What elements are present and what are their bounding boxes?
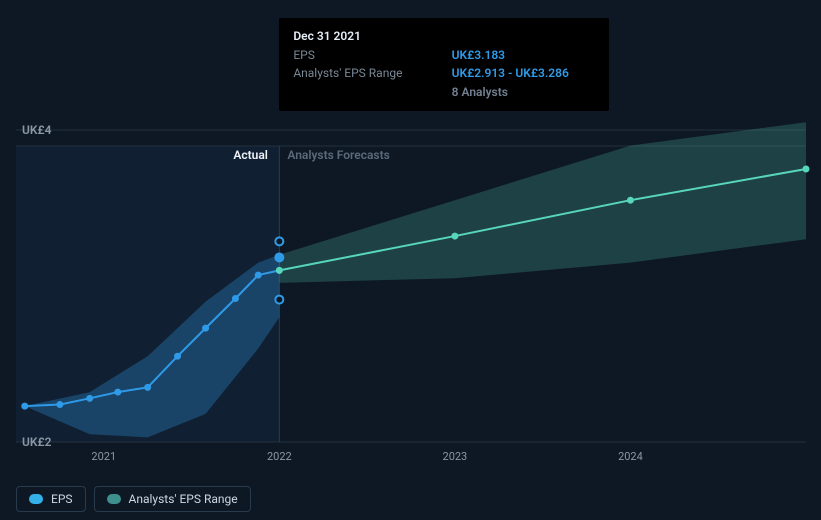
tooltip-value: UK£3.183 bbox=[452, 46, 596, 64]
eps-marker bbox=[255, 272, 262, 279]
eps-marker bbox=[21, 403, 28, 410]
tooltip-subvalue: 8 Analysts bbox=[452, 84, 596, 100]
y-axis-tick-label: UK£2 bbox=[22, 435, 51, 449]
legend-swatch bbox=[107, 494, 121, 504]
tooltip-key: EPS bbox=[293, 46, 451, 64]
legend-label: EPS bbox=[51, 492, 73, 506]
tooltip-marker bbox=[275, 296, 283, 304]
y-axis-tick-label: UK£4 bbox=[22, 123, 51, 137]
tooltip-date: Dec 31 2021 bbox=[293, 28, 595, 44]
tooltip-row: EPSUK£3.183 bbox=[293, 46, 595, 64]
eps-marker bbox=[86, 395, 93, 402]
eps-marker bbox=[232, 295, 239, 302]
x-axis-tick-label: 2021 bbox=[91, 450, 116, 463]
tooltip-table: EPSUK£3.183Analysts' EPS RangeUK£2.913 -… bbox=[293, 46, 595, 101]
legend-item[interactable]: Analysts' EPS Range bbox=[94, 486, 251, 512]
x-axis-tick-label: 2024 bbox=[618, 450, 643, 463]
eps-marker bbox=[56, 401, 63, 408]
eps-marker bbox=[114, 389, 121, 396]
tooltip-marker bbox=[275, 253, 283, 261]
forecast-marker bbox=[451, 233, 458, 240]
legend-label: Analysts' EPS Range bbox=[129, 492, 238, 506]
x-axis-tick-label: 2023 bbox=[443, 450, 468, 463]
forecast-marker bbox=[627, 197, 634, 204]
eps-marker bbox=[144, 384, 151, 391]
chart-legend: EPS Analysts' EPS Range bbox=[16, 486, 251, 512]
chart-tooltip: Dec 31 2021 EPSUK£3.183Analysts' EPS Rang… bbox=[279, 18, 609, 111]
tooltip-value: UK£2.913 - UK£3.2868 Analysts bbox=[452, 64, 596, 100]
tooltip-key: Analysts' EPS Range bbox=[293, 64, 451, 100]
tooltip-row: Analysts' EPS RangeUK£2.913 - UK£3.2868 … bbox=[293, 64, 595, 100]
region-label-forecast: Analysts Forecasts bbox=[287, 148, 389, 162]
legend-item[interactable]: EPS bbox=[16, 486, 86, 512]
tooltip-marker bbox=[275, 237, 283, 245]
legend-swatch bbox=[29, 494, 43, 504]
eps-marker bbox=[202, 325, 209, 332]
x-axis-tick-label: 2022 bbox=[267, 450, 292, 463]
forecast-marker bbox=[276, 267, 283, 274]
forecast-marker bbox=[803, 166, 810, 173]
region-label-actual: Actual bbox=[233, 148, 268, 162]
eps-marker bbox=[174, 353, 181, 360]
